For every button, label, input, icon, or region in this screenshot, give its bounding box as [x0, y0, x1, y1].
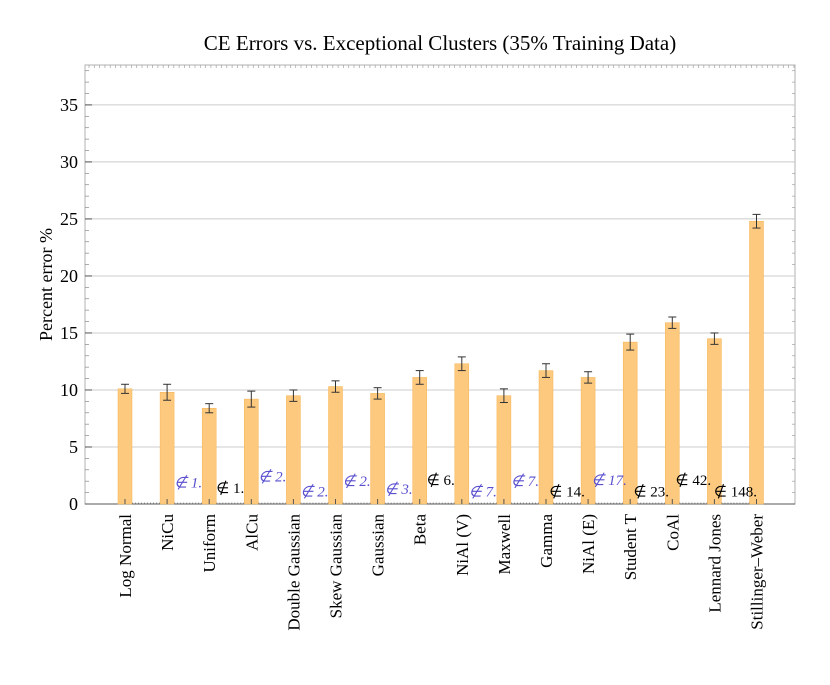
x-tick-label: CoAl	[663, 514, 682, 551]
exception-annotation: ∉ 14.	[549, 483, 585, 500]
x-tick-label: Log Normal	[116, 514, 135, 598]
x-tick-label: Maxwell	[495, 514, 514, 575]
y-tick-label: 25	[60, 209, 78, 229]
exception-annotation: ∉ 6.	[427, 472, 455, 489]
y-tick-label: 0	[69, 494, 78, 514]
y-tick-label: 5	[69, 437, 78, 457]
exception-annotation: ∉ 7.	[511, 473, 539, 490]
x-tick-label: NiAl (E)	[579, 514, 598, 574]
bar	[496, 395, 512, 505]
y-tick-label: 15	[60, 323, 78, 343]
exception-annotation: ∉ 2.	[258, 469, 286, 486]
x-tick-label: Stillinger–Weber	[748, 514, 767, 630]
bar	[454, 363, 470, 505]
exception-annotation: ∉ 7.	[469, 483, 497, 500]
x-tick-label: Lennard Jones	[705, 514, 724, 613]
bar	[201, 407, 217, 505]
y-tick-label: 35	[60, 95, 78, 115]
x-tick-label: AlCu	[242, 514, 261, 551]
bar	[370, 393, 385, 505]
exception-annotation: ∉ 42.	[676, 472, 712, 489]
x-tick-label: Student T	[621, 513, 640, 580]
exception-annotation: ∉ 17.	[591, 472, 627, 489]
exception-annotation: ∉ 1.	[216, 480, 244, 497]
chart-title: CE Errors vs. Exceptional Clusters (35% …	[204, 31, 676, 55]
exception-annotation: ∉ 2.	[343, 473, 371, 490]
y-tick-label: 10	[60, 380, 78, 400]
exception-annotation: ∉ 2.	[300, 483, 328, 500]
x-tick-label: Uniform	[200, 514, 219, 573]
exception-annotation: ∉ 1.	[174, 474, 202, 491]
bar	[159, 392, 175, 505]
exception-annotation: ∉ 23.	[633, 483, 669, 500]
x-tick-label: Gaussian	[369, 514, 388, 577]
x-tick-label: Skew Gaussian	[327, 514, 346, 619]
exception-annotation: ∉ 3.	[385, 481, 413, 498]
x-tick-label: NiCu	[158, 514, 177, 551]
x-tick-label: Double Gaussian	[284, 514, 303, 631]
x-tick-label: NiAl (V)	[453, 514, 472, 576]
bar	[286, 395, 301, 505]
bar	[244, 398, 259, 505]
y-tick-label: 30	[60, 152, 78, 172]
exception-annotation: ∉ 148.	[714, 483, 757, 500]
bar	[749, 220, 764, 505]
bar	[412, 377, 427, 505]
x-tick-label: Gamma	[537, 514, 556, 568]
x-tick-label: Beta	[411, 514, 430, 546]
bar	[328, 386, 343, 505]
y-tick-label: 20	[60, 266, 78, 286]
plot-frame	[84, 64, 796, 505]
bar	[117, 388, 133, 505]
y-axis-label: Percent error %	[36, 228, 56, 341]
